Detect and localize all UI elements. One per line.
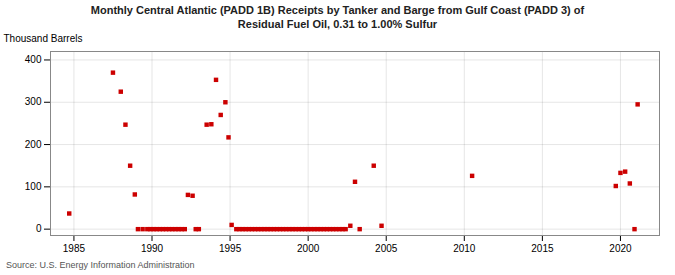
svg-text:0: 0 (36, 223, 42, 234)
svg-text:2010: 2010 (453, 243, 476, 254)
svg-text:200: 200 (25, 139, 42, 150)
html-text:Monthly Central Atlantic (PADD: Monthly Central Atlantic (PADD 1B) Recei… (90, 4, 585, 30)
svg-text:1985: 1985 (63, 243, 86, 254)
svg-text:2015: 2015 (531, 243, 554, 254)
svg-text:400: 400 (25, 54, 42, 65)
svg-text:1995: 1995 (219, 243, 242, 254)
svg-text:Thousand Barrels: Thousand Barrels (4, 33, 83, 44)
svg-text:2005: 2005 (375, 243, 398, 254)
svg-text:1990: 1990 (141, 243, 164, 254)
svg-text:2000: 2000 (297, 243, 320, 254)
svg-text:2020: 2020 (609, 243, 632, 254)
svg-text:300: 300 (25, 96, 42, 107)
svg-text:100: 100 (25, 181, 42, 192)
html-text:Source: U.S. Energy Informatio: Source: U.S. Energy Information Administ… (6, 260, 195, 270)
